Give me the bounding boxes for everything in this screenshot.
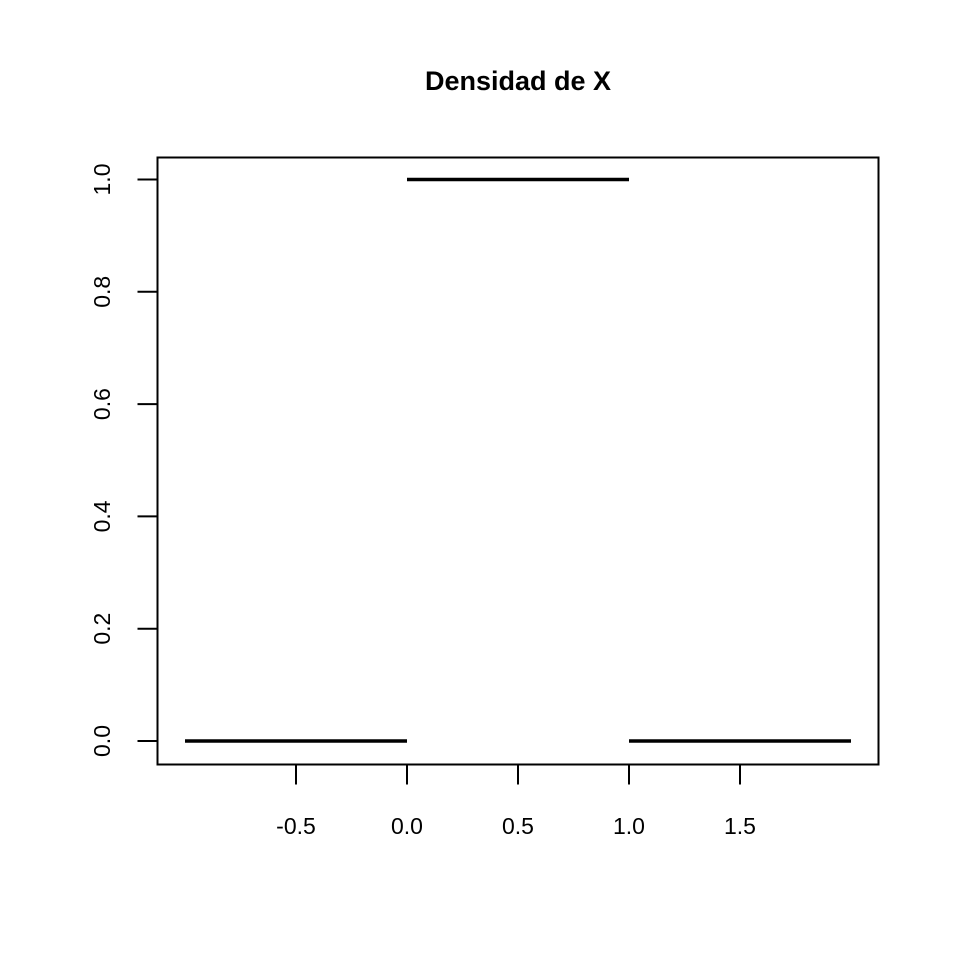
y-tick-label: 0.0	[89, 725, 115, 757]
x-tick-label: 1.0	[613, 813, 645, 839]
density-series	[185, 177, 851, 743]
y-axis: 0.0 0.2 0.4 0.6 0.8 1.0	[89, 164, 159, 757]
y-tick-label: 0.4	[89, 500, 115, 532]
y-tick-label: 0.6	[89, 388, 115, 420]
y-tick-label: 0.2	[89, 613, 115, 645]
y-tick-label: 1.0	[89, 164, 115, 196]
y-tick-label: 0.8	[89, 276, 115, 308]
x-tick-label: 1.5	[724, 813, 756, 839]
chart-title: Densidad de X	[425, 66, 611, 96]
x-tick-label: 0.5	[502, 813, 534, 839]
x-tick-label: -0.5	[276, 813, 316, 839]
x-axis: -0.5 0.0 0.5 1.0 1.5	[276, 763, 756, 839]
plot-frame	[156, 156, 880, 766]
x-tick-label: 0.0	[391, 813, 423, 839]
